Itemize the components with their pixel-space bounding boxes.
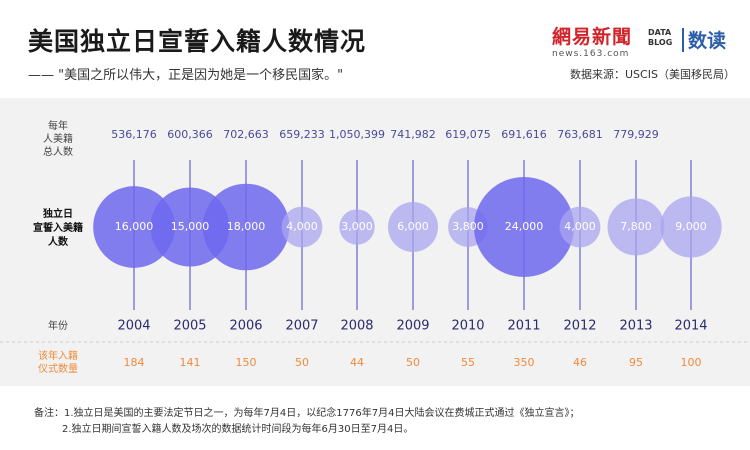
annual-total-2010: 619,075 — [445, 128, 491, 141]
bubble-2013 — [607, 198, 665, 256]
data-source: 数据来源：USCIS（美国移民局） — [570, 68, 735, 81]
ceremony-row-label-1: 仪式数量 — [38, 362, 78, 375]
netease-logo-url: news.163.com — [552, 49, 630, 59]
bubble-label-2008: 3,000 — [341, 220, 373, 233]
ceremony-row-label-0: 该年入籍 — [38, 349, 78, 362]
ceremony-count-2006: 150 — [236, 356, 257, 369]
bubble-2009 — [388, 202, 438, 252]
bubble-label-2012: 4,000 — [564, 220, 596, 233]
note-line-1: 备注：1.独立日是美国的主要法定节日之一，为每年7月4日，以纪念1776年7月4… — [34, 408, 580, 419]
netease-news-logo[interactable]: 網易新聞 news.163.com — [552, 22, 632, 59]
ceremony-count-2005: 141 — [180, 356, 201, 369]
annual-total-2009: 741,982 — [390, 128, 436, 141]
bubble-label-2006: 18,000 — [227, 220, 266, 233]
annual-total-2004: 536,176 — [111, 128, 157, 141]
bubble-2008 — [339, 209, 375, 245]
bubble-label-2013: 7,800 — [620, 220, 652, 233]
bubble-label-2010: 3,800 — [452, 220, 484, 233]
annual-total-2012: 763,681 — [557, 128, 603, 141]
bubble-2004 — [93, 186, 175, 268]
year-tick-2009: 2009 — [396, 319, 429, 334]
oath-row-label-0: 独立日 — [43, 207, 73, 220]
year-row-label: 年份 — [48, 319, 68, 332]
header: 美国独立日宣誓入籍人数情况 —— "美国之所以伟大，正是因为她是一个移民国家。"… — [0, 0, 750, 98]
year-tick-2006: 2006 — [229, 319, 262, 334]
annual-total-2007: 659,233 — [279, 128, 325, 141]
ceremony-count-2008: 44 — [350, 356, 364, 369]
ceremony-count-2009: 50 — [406, 356, 420, 369]
year-tick-2007: 2007 — [285, 319, 318, 334]
page-title: 美国独立日宣誓入籍人数情况 — [28, 27, 367, 56]
ceremony-count-2012: 46 — [573, 356, 587, 369]
oath-row-label-1: 宣誓入美籍 — [33, 221, 83, 234]
datablog-logo-cn: 数读 — [688, 30, 727, 52]
annual-total-2006: 702,663 — [223, 128, 269, 141]
year-tick-2004: 2004 — [117, 319, 150, 334]
footer-notes: 备注：1.独立日是美国的主要法定节日之一，为每年7月4日，以纪念1776年7月4… — [0, 386, 750, 450]
year-tick-2008: 2008 — [340, 319, 373, 334]
bubble-2011 — [474, 177, 574, 277]
year-tick-2011: 2011 — [507, 319, 540, 334]
datablog-logo[interactable]: DATA BLOG 数读 — [648, 26, 738, 56]
bubble-2006 — [202, 183, 290, 271]
bubble-label-2004: 16,000 — [115, 220, 154, 233]
year-tick-2012: 2012 — [563, 319, 596, 334]
year-tick-2010: 2010 — [451, 319, 484, 334]
ceremony-count-2004: 184 — [124, 356, 145, 369]
netease-logo-text: 網易新聞 — [552, 26, 633, 48]
annual-total-2013: 779,929 — [613, 128, 659, 141]
year-tick-2013: 2013 — [619, 319, 652, 334]
oath-row-label-2: 人数 — [48, 235, 69, 248]
bubble-label-2014: 9,000 — [675, 220, 707, 233]
datablog-divider — [682, 28, 684, 52]
bubble-2014 — [660, 196, 722, 258]
note-line-2: 2.独立日期间宣誓入籍人数及场次的数据统计时间段为每年6月30日至7月4日。 — [62, 424, 414, 435]
bubble-label-2009: 6,000 — [397, 220, 429, 233]
ceremony-count-2007: 50 — [295, 356, 309, 369]
bubble-label-2011: 24,000 — [505, 220, 544, 233]
ceremony-count-2011: 350 — [514, 356, 535, 369]
year-tick-2005: 2005 — [173, 319, 206, 334]
annual-total-2008: 1,050,399 — [329, 128, 385, 141]
bubble-2012 — [559, 206, 601, 248]
total-row-label-0: 每年 — [48, 119, 68, 132]
ceremony-count-2013: 95 — [629, 356, 643, 369]
datablog-logo-en: DATA BLOG — [648, 28, 672, 48]
annual-total-2011: 691,616 — [501, 128, 547, 141]
datablog-line1: DATA — [648, 28, 672, 37]
total-row-label-2: 总人数 — [43, 145, 73, 158]
total-row-label-1: 人美籍 — [43, 132, 73, 145]
bubble-label-2005: 15,000 — [171, 220, 210, 233]
datablog-line2: BLOG — [648, 38, 673, 47]
year-tick-2014: 2014 — [674, 319, 707, 334]
ceremony-count-2010: 55 — [461, 356, 475, 369]
annual-total-2005: 600,366 — [167, 128, 213, 141]
bubble-label-2007: 4,000 — [286, 220, 318, 233]
ceremony-count-2014: 100 — [681, 356, 702, 369]
bubble-2007 — [281, 206, 323, 248]
page-subtitle: —— "美国之所以伟大，正是因为她是一个移民国家。" — [28, 68, 344, 83]
